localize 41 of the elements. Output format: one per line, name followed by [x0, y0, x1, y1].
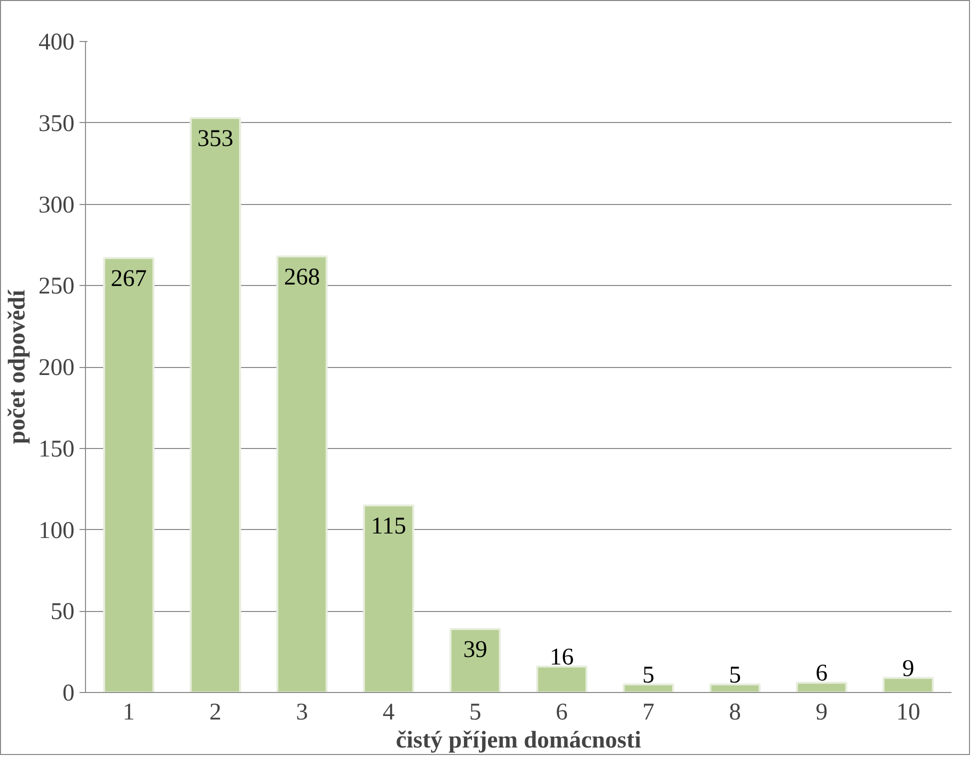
- y-tick-label: 400: [38, 30, 74, 56]
- data-label: 6: [816, 660, 828, 687]
- x-tick-label: 6: [556, 700, 568, 726]
- y-tick-label: 200: [38, 355, 74, 381]
- data-label: 5: [729, 662, 741, 688]
- bar: [190, 116, 242, 692]
- y-axis-title: počet odpovědí: [4, 290, 30, 444]
- bar: [103, 256, 154, 692]
- data-label: 5: [642, 662, 654, 688]
- y-tick-label: 0: [62, 680, 74, 706]
- bar: [882, 676, 934, 692]
- bar: [276, 255, 328, 692]
- y-tick-label: 250: [38, 274, 74, 300]
- y-tick-label: 50: [50, 599, 74, 626]
- data-label: 39: [463, 637, 488, 664]
- data-label: 9: [902, 656, 914, 682]
- x-tick-label: 1: [122, 700, 135, 726]
- data-label: 268: [284, 264, 320, 290]
- x-tick-label: 2: [209, 700, 222, 726]
- bar: [796, 682, 848, 692]
- x-tick-label: 5: [469, 700, 482, 726]
- x-tick-label: 8: [729, 700, 741, 726]
- data-label: 353: [197, 126, 234, 152]
- y-tick-label: 150: [38, 436, 74, 462]
- x-axis-title: čistý příjem domácnosti: [396, 728, 642, 754]
- x-tick-label: 7: [642, 700, 654, 726]
- data-label: 16: [550, 644, 574, 670]
- y-tick-label: 100: [38, 518, 74, 544]
- data-label: 267: [110, 266, 147, 292]
- data-label: 115: [371, 513, 406, 540]
- y-tick-label: 350: [38, 110, 74, 137]
- x-tick-label: 3: [296, 700, 308, 726]
- x-tick-label: 4: [382, 700, 395, 726]
- y-tick-label: 300: [38, 192, 74, 218]
- bar: [709, 683, 761, 692]
- x-tick-label: 9: [816, 700, 828, 726]
- bar: [362, 504, 414, 692]
- bar: [622, 683, 674, 692]
- bar: [450, 628, 501, 692]
- bar: [536, 665, 588, 692]
- x-tick-label: 10: [896, 700, 920, 726]
